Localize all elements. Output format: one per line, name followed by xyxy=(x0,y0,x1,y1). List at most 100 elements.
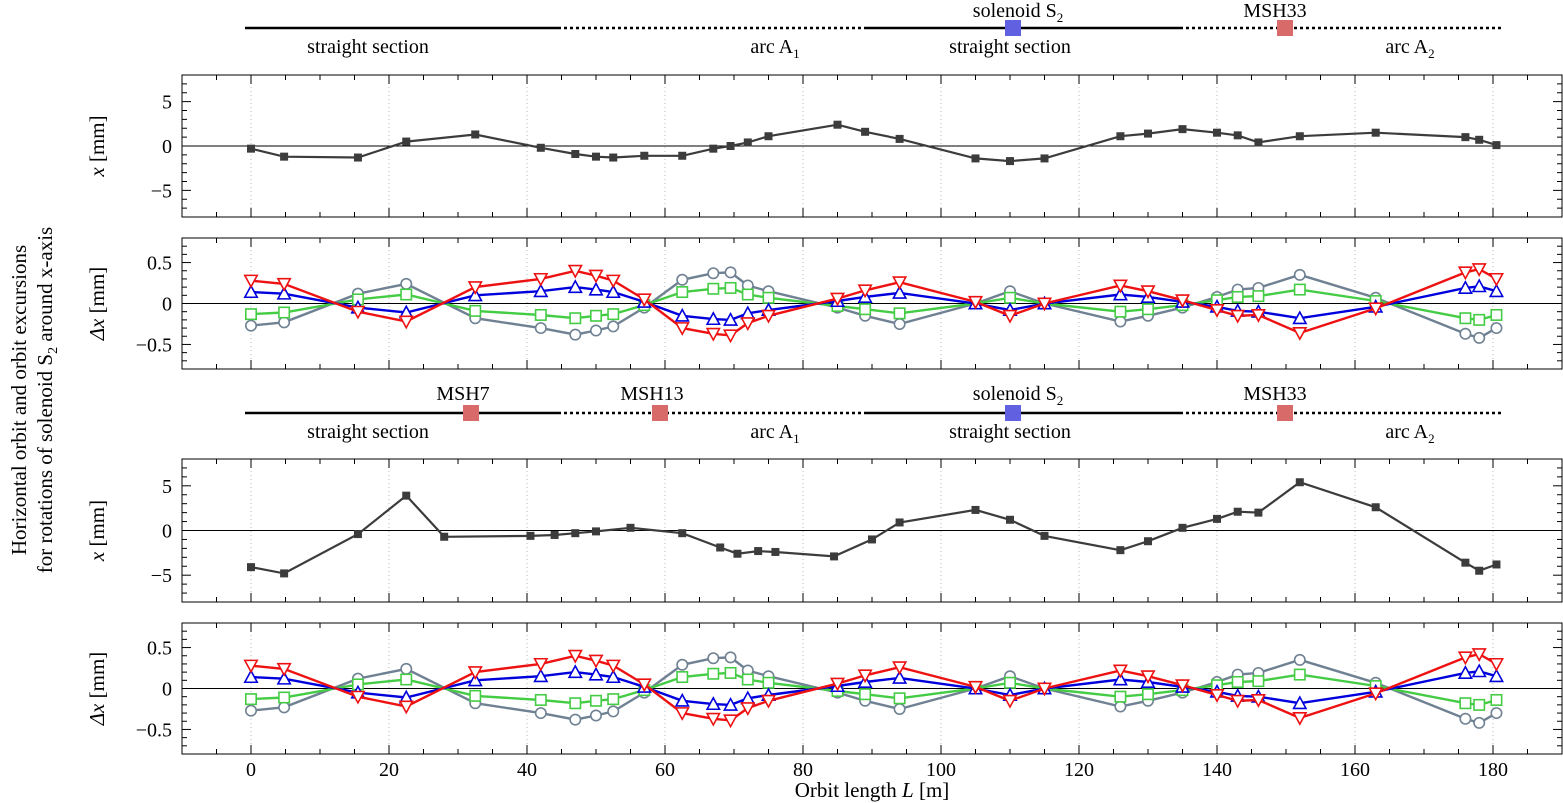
data-point-marker xyxy=(740,317,756,332)
corrector-marker xyxy=(652,405,668,421)
corrector-marker xyxy=(1277,405,1293,421)
data-point-marker xyxy=(1114,305,1127,318)
data-point-marker xyxy=(534,322,547,335)
data-point-marker xyxy=(469,689,482,702)
data-point-marker xyxy=(1142,688,1155,701)
data-point-marker xyxy=(353,530,362,539)
section-label: straight section xyxy=(949,36,1071,58)
data-point-marker xyxy=(1140,670,1156,685)
data-point-marker xyxy=(1178,125,1187,134)
data-point-marker xyxy=(534,707,547,720)
data-point-marker xyxy=(1457,665,1473,679)
data-point-marker xyxy=(1461,558,1470,567)
data-point-marker xyxy=(1292,711,1308,726)
data-point-marker xyxy=(1471,663,1487,678)
data-point-marker xyxy=(707,667,720,680)
data-point-marker xyxy=(605,284,621,299)
data-point-marker xyxy=(707,652,720,665)
data-point-marker xyxy=(533,272,549,287)
data-point-marker xyxy=(1209,304,1225,318)
data-point-marker xyxy=(829,292,846,307)
data-point-marker xyxy=(1140,285,1156,300)
y-axis-label: Δx [mm] xyxy=(85,267,109,342)
section-label: straight section xyxy=(307,421,429,443)
data-point-marker xyxy=(278,316,291,329)
corrector-label: MSH7 xyxy=(436,383,489,405)
data-point-marker xyxy=(278,306,291,319)
data-point-marker xyxy=(674,707,690,721)
data-point-marker xyxy=(1293,283,1306,296)
y-tick-label: 0.5 xyxy=(147,253,172,275)
y-tick-label: 5 xyxy=(162,92,172,114)
solenoid-marker xyxy=(1005,405,1021,421)
x-axis-title: Orbit length L [m] xyxy=(795,778,950,802)
data-point-marker xyxy=(1475,135,1484,144)
section-label: arc A1 xyxy=(750,36,799,61)
x-tick-label: 140 xyxy=(1202,759,1232,781)
data-point-marker xyxy=(636,293,652,308)
data-point-marker xyxy=(1292,326,1308,341)
data-point-marker xyxy=(471,130,480,139)
data-point-marker xyxy=(707,282,720,295)
data-point-marker xyxy=(1490,322,1503,335)
data-point-marker xyxy=(740,702,756,717)
y-tick-label: −0.5 xyxy=(136,719,172,741)
figure-ylabel-line1: Horizontal orbit and orbit excursions xyxy=(7,245,31,555)
data-point-marker xyxy=(967,680,984,695)
data-point-marker xyxy=(1114,690,1127,703)
data-point-marker xyxy=(723,714,739,729)
data-point-marker xyxy=(705,696,721,711)
data-point-marker xyxy=(716,543,725,552)
data-point-marker xyxy=(350,690,366,705)
data-point-marker xyxy=(1492,560,1501,569)
data-point-marker xyxy=(609,153,618,162)
data-point-marker xyxy=(276,277,292,292)
data-point-marker xyxy=(1112,286,1128,301)
data-point-marker xyxy=(771,547,780,556)
data-point-marker xyxy=(350,305,366,320)
beamline-top: solenoid S2 MSH33 straight section arc A… xyxy=(245,0,1502,61)
data-point-marker xyxy=(1471,278,1487,293)
data-point-marker xyxy=(567,279,583,294)
data-point-marker xyxy=(1490,707,1503,720)
data-point-marker xyxy=(1144,129,1152,138)
data-point-marker xyxy=(1174,679,1191,694)
y-tick-label: 0 xyxy=(162,521,172,543)
data-point-marker xyxy=(1488,657,1504,672)
excursion-panel-top: −0.5 0 0.5 Δx [mm] xyxy=(85,237,1563,370)
data-point-marker xyxy=(276,285,292,300)
x-tick-label: 100 xyxy=(926,759,956,781)
data-point-marker xyxy=(762,291,775,304)
data-point-marker xyxy=(569,697,582,710)
plot-frame xyxy=(181,237,1563,370)
data-point-marker xyxy=(276,670,292,685)
data-point-marker xyxy=(1231,675,1244,688)
data-point-marker xyxy=(1213,128,1221,137)
data-point-marker xyxy=(400,662,413,675)
orbit-panel-bottom: −5 0 5 x [mm] xyxy=(85,458,1563,603)
data-point-marker xyxy=(764,132,773,141)
data-point-marker xyxy=(276,662,292,677)
data-point-marker xyxy=(743,138,752,147)
x-tick-label: 180 xyxy=(1478,759,1508,781)
excursion-panel-bottom: −0.5 0 0.5 0 20 40 60 80 100 120 140 160 180 Δx [mm] xyxy=(85,622,1563,781)
corrector-marker xyxy=(1277,20,1293,36)
data-point-marker xyxy=(857,284,873,299)
data-point-marker xyxy=(588,654,604,669)
data-point-marker xyxy=(278,691,291,704)
data-point-marker xyxy=(592,152,600,161)
data-point-marker xyxy=(588,666,604,681)
data-point-marker xyxy=(723,312,739,326)
data-point-marker xyxy=(1114,700,1127,713)
data-point-marker xyxy=(705,311,721,326)
plot-frame xyxy=(181,622,1563,755)
data-point-marker xyxy=(280,152,289,161)
data-point-marker xyxy=(1002,694,1018,709)
data-point-marker xyxy=(705,712,721,727)
x-tick-label: 120 xyxy=(1064,759,1094,781)
data-point-marker xyxy=(892,284,908,299)
data-point-marker xyxy=(398,315,414,330)
data-point-marker xyxy=(705,327,721,342)
data-point-marker xyxy=(533,283,549,298)
data-point-marker xyxy=(678,529,687,538)
